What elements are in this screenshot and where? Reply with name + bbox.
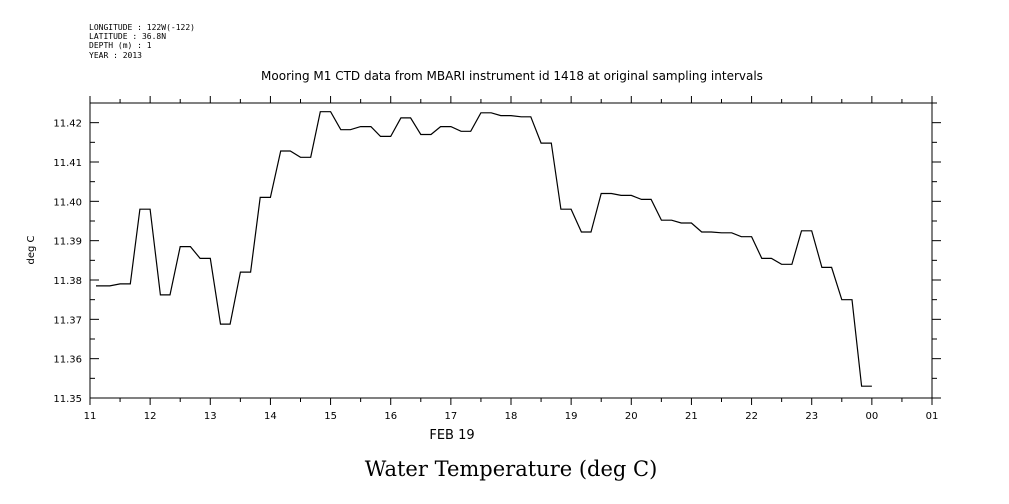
y-tick-label: 11.41: [53, 158, 82, 169]
x-tick-label: 23: [805, 411, 818, 422]
x-axis-date-label: FEB 19: [429, 428, 474, 443]
x-tick-label: 11: [84, 411, 97, 422]
y-axis-label: deg C: [26, 235, 37, 264]
x-tick-label: 21: [685, 411, 698, 422]
plot-frame: [89, 102, 933, 399]
x-tick-label: 12: [144, 411, 157, 422]
y-tick-label: 11.42: [53, 119, 82, 130]
x-tick-label: 13: [204, 411, 217, 422]
y-tick-label: 11.36: [53, 355, 82, 366]
temperature-series-line: [96, 111, 872, 387]
metadata-block: LONGITUDE : 122W(-122) LATITUDE : 36.8N …: [89, 23, 195, 60]
x-tick-label: 15: [324, 411, 337, 422]
chart-title: Mooring M1 CTD data from MBARI instrumen…: [261, 69, 763, 83]
depth-label: DEPTH (m) : 1: [89, 41, 152, 50]
y-tick-label: 11.40: [53, 197, 82, 208]
x-tick-label: 19: [565, 411, 578, 422]
x-tick-label: 20: [625, 411, 638, 422]
y-tick-label: 11.35: [53, 394, 82, 405]
x-tick-label: 14: [264, 411, 277, 422]
x-tick-label: 17: [444, 411, 457, 422]
x-tick-label: 18: [505, 411, 518, 422]
latitude-label: LATITUDE : 36.8N: [89, 32, 166, 41]
x-tick-label: 00: [865, 411, 878, 422]
series-group: [96, 111, 872, 387]
x-tick-label: 16: [384, 411, 397, 422]
y-tick-label: 11.37: [53, 315, 82, 326]
x-tick-label: 01: [926, 411, 939, 422]
year-label: YEAR : 2013: [89, 51, 142, 60]
longitude-label: LONGITUDE : 122W(-122): [89, 23, 195, 32]
y-axis-ticks: 11.35 11.36 11.37 11.38 11.39 11.40 11.41 11.42: [53, 102, 941, 405]
y-tick-label: 11.38: [53, 276, 82, 287]
x-tick-label: 22: [745, 411, 758, 422]
chart-subtitle: Water Temperature (deg C): [365, 457, 658, 481]
x-axis-ticks: 11 12 13 14 15 16 17 18 19 20 21 22 23 00 01: [84, 96, 939, 422]
y-tick-label: 11.39: [53, 237, 82, 248]
